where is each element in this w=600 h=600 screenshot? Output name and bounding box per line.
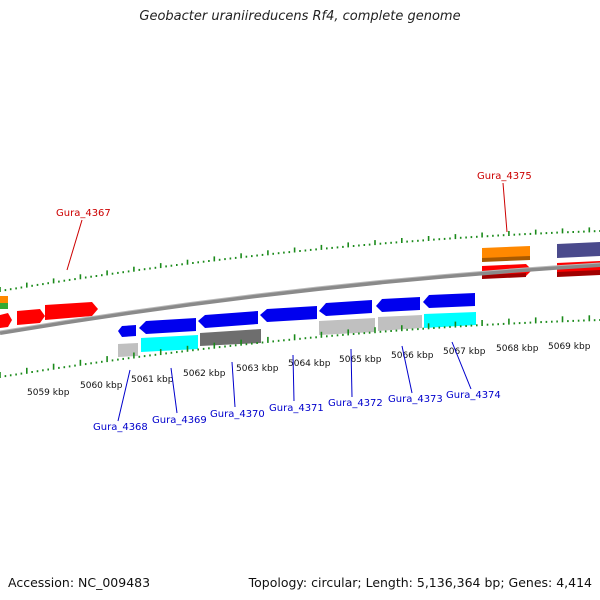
gene-lightgray-4373[interactable] (378, 315, 422, 331)
gene-orange-4375-shadow (482, 256, 530, 262)
minus-strand-genes (118, 293, 476, 357)
gene-label-4371[interactable]: Gura_4371 (269, 403, 324, 414)
gene-labels: Gura_4367 Gura_4375 Gura_4368 Gura_4369 … (56, 171, 532, 433)
outer-tick-ring (0, 227, 600, 292)
gene-blue-4369[interactable] (139, 318, 196, 334)
map-title: Geobacter uraniireducens Rf4, complete g… (139, 9, 461, 24)
gene-blue-4372[interactable] (319, 300, 372, 316)
gene-label-4374[interactable]: Gura_4374 (446, 390, 501, 401)
gene-blue-4371[interactable] (260, 306, 317, 322)
kbp-label: 5061 kbp (131, 375, 174, 385)
gene-red-right-shadow (557, 270, 600, 277)
kbp-label: 5068 kbp (496, 344, 539, 354)
gene-label-4372[interactable]: Gura_4372 (328, 398, 383, 409)
gene-gray-4368[interactable] (118, 343, 138, 357)
gene-red-left-c[interactable] (45, 302, 98, 320)
kbp-label: 5067 kbp (443, 347, 486, 357)
gene-blue-4374[interactable] (423, 293, 475, 308)
gene-blue-4368[interactable] (118, 325, 136, 337)
gene-slate-right[interactable] (557, 242, 600, 258)
gene-label-4370[interactable]: Gura_4370 (210, 409, 265, 420)
kbp-label: 5063 kbp (236, 364, 279, 374)
genome-backbone (0, 263, 600, 335)
kbp-label: 5062 kbp (183, 369, 226, 379)
kbp-label: 5060 kbp (80, 381, 123, 391)
gene-cyan-4369[interactable] (141, 335, 198, 352)
label-leaders (66, 182, 508, 422)
kbp-label: 5065 kbp (339, 355, 382, 365)
kbp-label: 5066 kbp (391, 351, 434, 361)
gene-label-4373[interactable]: Gura_4373 (388, 394, 443, 405)
gene-blue-4370[interactable] (198, 311, 258, 328)
gene-label-4369[interactable]: Gura_4369 (152, 415, 207, 426)
kbp-label: 5059 kbp (27, 388, 70, 398)
gene-lightgray-4372[interactable] (319, 318, 375, 335)
gene-orange-left[interactable] (0, 296, 8, 303)
gene-red-4375-shadow (482, 273, 526, 279)
gene-label-4367[interactable]: Gura_4367 (56, 208, 111, 219)
gene-darkgray-4370[interactable] (200, 329, 261, 346)
gene-cyan-4374[interactable] (424, 312, 476, 328)
gene-green-left[interactable] (0, 303, 8, 309)
gene-red-left-a[interactable] (0, 313, 12, 328)
gene-blue-4373[interactable] (376, 297, 420, 312)
kbp-label: 5064 kbp (288, 359, 331, 369)
plus-strand-genes (0, 242, 600, 328)
kbp-labels: 5059 kbp 5060 kbp 5061 kbp 5062 kbp 5063… (27, 342, 591, 398)
kbp-label: 5069 kbp (548, 342, 591, 352)
genome-stats-text: Topology: circular; Length: 5,136,364 bp… (248, 575, 592, 590)
accession-text: Accession: NC_009483 (8, 575, 151, 590)
inner-tick-ring (0, 315, 600, 378)
gene-label-4368[interactable]: Gura_4368 (93, 422, 148, 433)
gene-label-4375[interactable]: Gura_4375 (477, 171, 532, 182)
gene-red-left-b[interactable] (17, 309, 45, 325)
